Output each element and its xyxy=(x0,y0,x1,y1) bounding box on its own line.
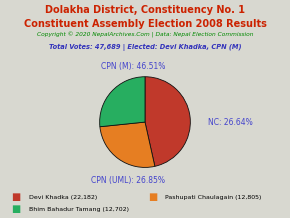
Text: NC: 26.64%: NC: 26.64% xyxy=(208,118,252,127)
Text: Dolakha District, Constituency No. 1: Dolakha District, Constituency No. 1 xyxy=(45,5,245,15)
Text: Bhim Bahadur Tamang (12,702): Bhim Bahadur Tamang (12,702) xyxy=(29,207,129,212)
Text: Constituent Assembly Election 2008 Results: Constituent Assembly Election 2008 Resul… xyxy=(23,19,267,29)
Text: ■: ■ xyxy=(12,192,21,202)
Wedge shape xyxy=(145,77,190,166)
Text: ■: ■ xyxy=(148,192,157,202)
Text: Devi Khadka (22,182): Devi Khadka (22,182) xyxy=(29,195,97,200)
Text: Total Votes: 47,689 | Elected: Devi Khadka, CPN (M): Total Votes: 47,689 | Elected: Devi Khad… xyxy=(49,44,241,51)
Wedge shape xyxy=(100,77,145,127)
Text: CPN (M): 46.51%: CPN (M): 46.51% xyxy=(102,62,166,71)
Text: CPN (UML): 26.85%: CPN (UML): 26.85% xyxy=(91,176,165,185)
Text: Copyright © 2020 NepalArchives.Com | Data: Nepal Election Commission: Copyright © 2020 NepalArchives.Com | Dat… xyxy=(37,32,253,38)
Text: ■: ■ xyxy=(12,204,21,214)
Text: Pashupati Chaulagain (12,805): Pashupati Chaulagain (12,805) xyxy=(165,195,262,200)
Wedge shape xyxy=(100,122,155,167)
